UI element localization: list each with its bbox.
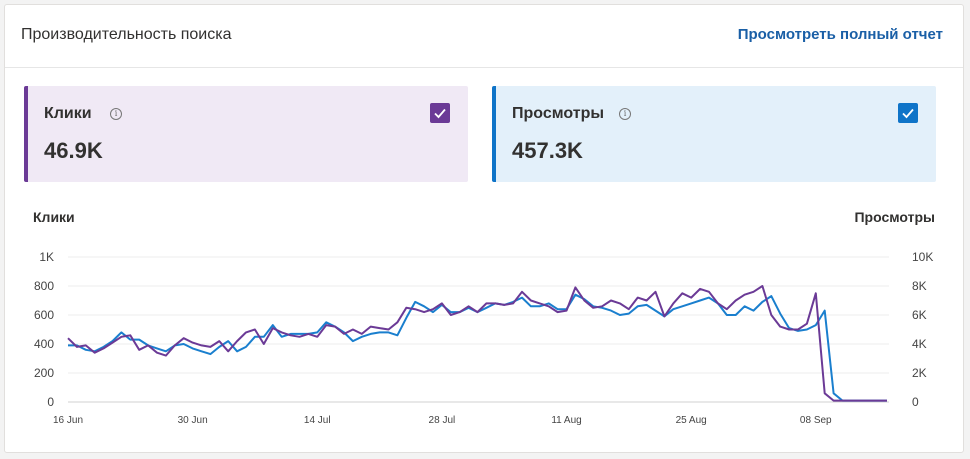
left-tick-label: 800 bbox=[34, 279, 54, 293]
checkmark-icon bbox=[434, 108, 446, 119]
x-tick-label: 14 Jul bbox=[304, 415, 331, 426]
right-tick-label: 10K bbox=[912, 250, 933, 264]
clicks-metric-tile[interactable]: Клики i 46.9K bbox=[24, 86, 468, 182]
x-tick-label: 28 Jul bbox=[429, 415, 456, 426]
clicks-checkbox[interactable] bbox=[430, 103, 450, 123]
left-axis-title: Клики bbox=[33, 209, 75, 225]
right-tick-label: 2K bbox=[912, 366, 927, 380]
views-checkbox[interactable] bbox=[898, 103, 918, 123]
x-tick-label: 16 Jun bbox=[53, 415, 83, 426]
left-tick-label: 1K bbox=[39, 250, 54, 264]
views-label: Просмотры bbox=[512, 105, 605, 122]
right-tick-label: 0 bbox=[912, 395, 919, 409]
x-tick-label: 11 Aug bbox=[551, 415, 581, 426]
right-tick-label: 6K bbox=[912, 308, 927, 322]
card-title: Производительность поиска bbox=[21, 26, 232, 43]
info-icon[interactable]: i bbox=[110, 108, 122, 120]
right-tick-label: 4K bbox=[912, 337, 927, 351]
views-value: 457.3K bbox=[512, 138, 583, 163]
checkmark-icon bbox=[902, 108, 914, 119]
left-tick-label: 400 bbox=[34, 337, 54, 351]
left-tick-label: 0 bbox=[47, 395, 54, 409]
info-icon[interactable]: i bbox=[619, 108, 631, 120]
clicks-label: Клики bbox=[44, 105, 92, 122]
search-performance-card: Производительность поиска Просмотреть по… bbox=[4, 4, 964, 453]
right-axis-title: Просмотры bbox=[854, 209, 935, 225]
card-header: Производительность поиска Просмотреть по… bbox=[5, 5, 963, 68]
left-tick-label: 200 bbox=[34, 366, 54, 380]
views-metric-tile[interactable]: Просмотры i 457.3K bbox=[492, 86, 936, 182]
left-tick-label: 600 bbox=[34, 308, 54, 322]
x-tick-label: 25 Aug bbox=[676, 415, 707, 426]
clicks-value: 46.9K bbox=[44, 138, 103, 163]
view-full-report-link[interactable]: Просмотреть полный отчет bbox=[737, 26, 943, 43]
x-tick-label: 08 Sep bbox=[800, 415, 832, 426]
right-tick-label: 8K bbox=[912, 279, 927, 293]
clicks-series-line bbox=[67, 285, 887, 402]
x-tick-label: 30 Jun bbox=[178, 415, 208, 426]
views-series-line bbox=[68, 293, 887, 402]
